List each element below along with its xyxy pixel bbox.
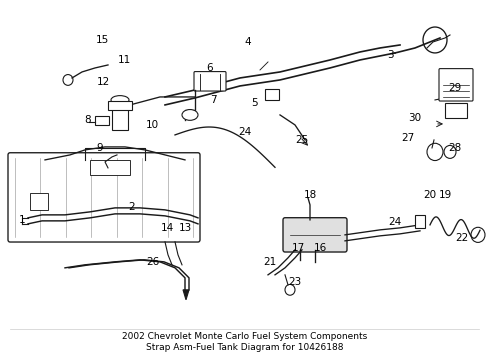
Text: 6: 6: [206, 63, 213, 73]
Text: 15: 15: [95, 35, 108, 45]
Bar: [95, 116, 109, 125]
Text: 22: 22: [454, 233, 468, 243]
Text: 25: 25: [295, 135, 308, 145]
Bar: [30, 193, 48, 210]
Ellipse shape: [182, 109, 198, 120]
Bar: [414, 215, 424, 228]
Text: 7: 7: [209, 95, 216, 105]
Text: 24: 24: [238, 127, 251, 137]
Text: 2002 Chevrolet Monte Carlo Fuel System Components
Strap Asm-Fuel Tank Diagram fo: 2002 Chevrolet Monte Carlo Fuel System C…: [122, 333, 366, 352]
Bar: [90, 160, 130, 175]
Bar: [264, 89, 279, 100]
Text: 18: 18: [303, 190, 316, 200]
Text: 27: 27: [401, 133, 414, 143]
Text: 28: 28: [447, 143, 461, 153]
Text: 21: 21: [263, 257, 276, 267]
Text: 23: 23: [288, 277, 301, 287]
FancyBboxPatch shape: [8, 153, 200, 242]
Text: 17: 17: [291, 243, 304, 253]
Text: 26: 26: [146, 257, 159, 267]
FancyBboxPatch shape: [283, 218, 346, 252]
Bar: [444, 103, 466, 118]
Text: 10: 10: [145, 120, 158, 130]
Text: 2: 2: [128, 202, 135, 212]
Text: 19: 19: [437, 190, 451, 200]
Text: 13: 13: [178, 223, 191, 233]
Bar: [112, 100, 128, 130]
FancyBboxPatch shape: [438, 69, 472, 101]
Text: 24: 24: [387, 217, 401, 227]
Text: 20: 20: [423, 190, 436, 200]
Text: 29: 29: [447, 83, 461, 93]
Text: 30: 30: [407, 113, 421, 123]
Text: 1: 1: [19, 215, 25, 225]
Text: 3: 3: [386, 50, 392, 60]
Text: 14: 14: [160, 223, 173, 233]
Text: 16: 16: [313, 243, 326, 253]
Text: 11: 11: [117, 55, 130, 65]
Text: 5: 5: [251, 98, 258, 108]
Text: 8: 8: [84, 115, 91, 125]
Text: 4: 4: [244, 37, 251, 47]
FancyBboxPatch shape: [194, 72, 225, 91]
Ellipse shape: [111, 96, 129, 104]
Text: 9: 9: [97, 143, 103, 153]
Polygon shape: [183, 290, 189, 300]
Text: 12: 12: [96, 77, 109, 87]
Bar: [108, 101, 132, 110]
